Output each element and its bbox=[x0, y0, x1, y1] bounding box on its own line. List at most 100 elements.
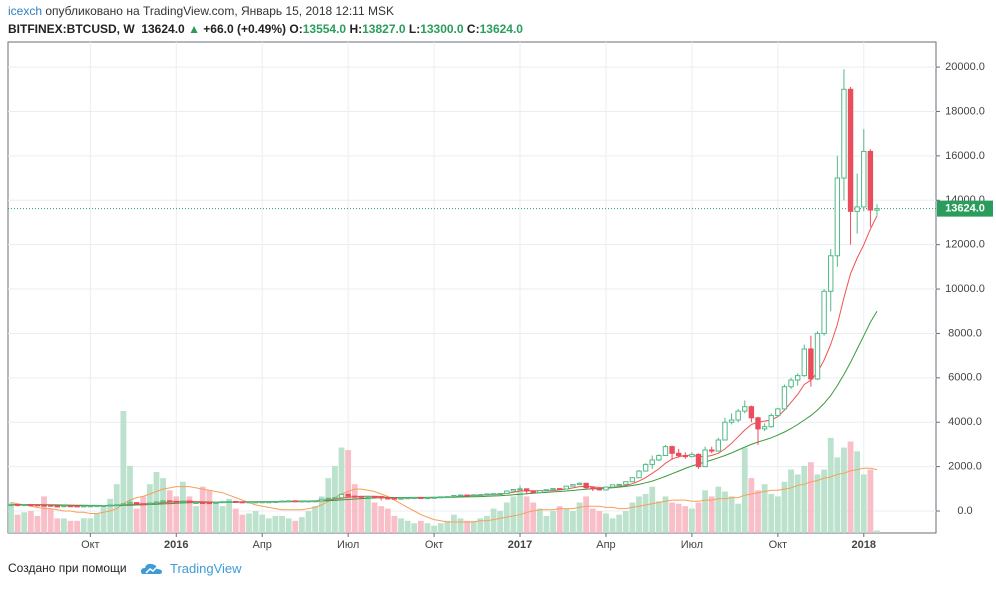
volume-bar bbox=[510, 496, 517, 533]
candle-body bbox=[259, 501, 265, 504]
volume-bar bbox=[801, 465, 808, 533]
candle-body bbox=[325, 497, 332, 500]
volume-bar bbox=[404, 520, 411, 533]
volume-bar bbox=[431, 525, 437, 533]
x-tick-label: Июл bbox=[337, 539, 359, 551]
candle-body bbox=[81, 505, 87, 508]
volume-bar bbox=[609, 518, 616, 533]
volume-bar bbox=[127, 465, 133, 533]
candle-body bbox=[609, 484, 616, 488]
candle-body bbox=[596, 488, 603, 491]
volume-bar bbox=[702, 490, 709, 533]
candle-body bbox=[477, 494, 484, 497]
candle-body bbox=[21, 504, 27, 507]
candle-body bbox=[332, 497, 338, 500]
candle-body bbox=[550, 488, 556, 491]
volume-bar bbox=[173, 496, 180, 533]
candle-body bbox=[54, 505, 60, 508]
volume-bar bbox=[854, 451, 861, 533]
candle-body bbox=[299, 500, 305, 503]
x-tick-label: 2017 bbox=[508, 539, 532, 551]
y-tick-label: 0.0 bbox=[957, 505, 972, 517]
volume-bar bbox=[384, 508, 391, 533]
volume-bar bbox=[87, 518, 94, 533]
quote-line: BITFINEX:BTCUSD, W 13624.0 ▲ +66.0 (+0.4… bbox=[8, 22, 523, 36]
candle-body bbox=[67, 505, 74, 508]
volume-bar bbox=[160, 478, 166, 533]
plot-frame bbox=[7, 41, 937, 534]
candle-body bbox=[114, 504, 120, 507]
volume-bar bbox=[655, 501, 662, 533]
candle-body bbox=[675, 452, 682, 457]
candle-body bbox=[530, 490, 536, 494]
volume-bar bbox=[530, 502, 537, 533]
candle-body bbox=[140, 503, 146, 506]
y-tick-label: 2000.0 bbox=[948, 461, 982, 473]
candle-body bbox=[847, 88, 854, 212]
volume-bar bbox=[543, 515, 550, 533]
candle-body bbox=[200, 501, 206, 504]
candle-body bbox=[834, 177, 841, 257]
candle-body bbox=[755, 417, 761, 430]
volume-bar bbox=[179, 481, 186, 533]
close-value: 13624.0 bbox=[479, 22, 523, 36]
x-tick-label: Окт bbox=[425, 539, 444, 551]
candle-body bbox=[338, 493, 345, 499]
brand[interactable]: TradingView bbox=[170, 561, 242, 576]
volume-bar bbox=[358, 496, 365, 533]
publish-info: опубликовано на TradingView.com, Январь … bbox=[45, 4, 394, 18]
volume-bar bbox=[464, 520, 471, 533]
volume-bar bbox=[834, 457, 841, 533]
volume-bar bbox=[80, 518, 87, 533]
volume-bar bbox=[265, 518, 272, 533]
volume-bar bbox=[120, 411, 127, 533]
ma-line bbox=[11, 311, 878, 506]
candle-body bbox=[352, 495, 358, 498]
candle-body bbox=[471, 494, 477, 497]
candle-body bbox=[689, 453, 695, 458]
volume-bar bbox=[100, 506, 107, 533]
volume-bar bbox=[166, 490, 173, 533]
volume-bar bbox=[94, 513, 100, 533]
candle-body bbox=[841, 88, 847, 179]
volume-bar bbox=[298, 517, 305, 533]
candle-body bbox=[272, 500, 279, 503]
candle-body bbox=[629, 477, 636, 483]
candle-body bbox=[748, 406, 755, 419]
grid bbox=[8, 42, 936, 533]
candle-body bbox=[821, 290, 827, 334]
volume-ma-line bbox=[10, 467, 878, 523]
candle-body bbox=[219, 501, 226, 504]
candle-body bbox=[358, 495, 365, 498]
candle-body bbox=[444, 496, 451, 499]
candle-body bbox=[583, 482, 589, 489]
volume-bar bbox=[629, 502, 636, 533]
candle-body bbox=[682, 455, 688, 458]
candle-body bbox=[153, 501, 160, 504]
volume-bar bbox=[536, 508, 543, 533]
last-price-label: 13624.0 bbox=[945, 203, 985, 215]
volume-bar bbox=[814, 474, 821, 533]
logo[interactable] bbox=[140, 561, 164, 577]
author[interactable]: icexch bbox=[8, 4, 43, 18]
candle-body bbox=[193, 501, 199, 504]
volume-bar bbox=[550, 511, 556, 533]
candle-body bbox=[722, 421, 728, 441]
volume-bar bbox=[484, 515, 490, 533]
volume-bar bbox=[563, 508, 570, 533]
candle-body bbox=[814, 332, 821, 380]
candle-body bbox=[490, 493, 497, 496]
y-tick-label: 6000.0 bbox=[948, 372, 982, 384]
candle-body bbox=[173, 500, 179, 503]
candle-body bbox=[385, 497, 391, 500]
low-value: 13300.0 bbox=[420, 22, 464, 36]
last-price-tag bbox=[937, 200, 993, 217]
candle-body bbox=[742, 406, 748, 412]
candle-body bbox=[576, 482, 583, 486]
volume-bar bbox=[781, 481, 788, 533]
volume-bar bbox=[60, 518, 67, 533]
volume-bar bbox=[583, 496, 590, 533]
volume-bar bbox=[74, 520, 81, 533]
volume-bar bbox=[67, 520, 74, 533]
candle-body bbox=[662, 446, 669, 457]
